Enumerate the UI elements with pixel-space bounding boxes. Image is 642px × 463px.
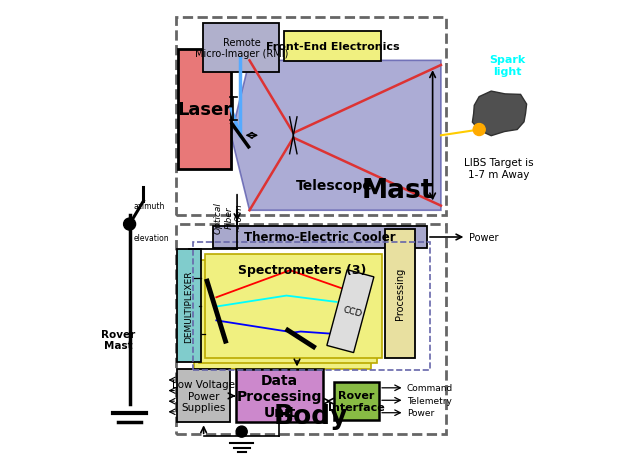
Text: Command: Command	[407, 383, 453, 393]
Circle shape	[236, 426, 247, 437]
Bar	[193, 243, 430, 370]
Text: Low Voltage
Power
Supplies: Low Voltage Power Supplies	[172, 380, 235, 413]
Bar	[194, 266, 371, 369]
Text: Laser: Laser	[177, 100, 232, 119]
Text: Power: Power	[469, 232, 498, 243]
Text: Remote
Micro-Imager (RMI): Remote Micro-Imager (RMI)	[195, 38, 288, 59]
Bar	[205, 255, 383, 358]
Polygon shape	[327, 270, 374, 353]
Text: Power: Power	[407, 408, 434, 417]
Text: Telescope: Telescope	[295, 178, 372, 193]
Bar	[199, 260, 377, 363]
Text: Front-End Electronics: Front-End Electronics	[266, 42, 399, 52]
Text: Optical
Fiber
~ 6 m: Optical Fiber ~ 6 m	[214, 202, 244, 234]
Bar	[177, 369, 230, 423]
Bar	[176, 18, 446, 215]
Text: Body: Body	[273, 403, 348, 429]
Text: DEMULTIPLEXER: DEMULTIPLEXER	[185, 270, 194, 343]
Bar	[176, 225, 446, 434]
Polygon shape	[231, 61, 441, 211]
Bar	[284, 32, 381, 62]
Bar	[177, 250, 201, 363]
Circle shape	[124, 219, 135, 231]
Text: Thermo-Electric Cooler: Thermo-Electric Cooler	[244, 231, 395, 244]
Circle shape	[473, 124, 485, 136]
Bar	[385, 229, 415, 358]
Text: Processing: Processing	[395, 268, 404, 319]
Bar	[204, 25, 279, 73]
Text: Data
Processing
Unit: Data Processing Unit	[237, 373, 322, 419]
Text: Mast: Mast	[361, 178, 434, 204]
Text: azimuth: azimuth	[134, 202, 164, 211]
Text: LIBS Target is
1-7 m Away: LIBS Target is 1-7 m Away	[464, 158, 534, 180]
Text: Spark
light: Spark light	[490, 55, 526, 76]
Bar	[213, 226, 427, 249]
Polygon shape	[473, 92, 526, 137]
Bar	[334, 382, 379, 420]
Bar	[178, 50, 231, 169]
Text: Rover
Interface: Rover Interface	[328, 391, 385, 412]
Text: elevation: elevation	[134, 234, 169, 243]
Text: Telemetry: Telemetry	[407, 396, 452, 405]
Text: Spectrometers (3): Spectrometers (3)	[238, 264, 367, 277]
Bar	[236, 369, 324, 423]
Text: CCD: CCD	[342, 305, 363, 318]
Text: Rover
Mast: Rover Mast	[101, 329, 135, 350]
